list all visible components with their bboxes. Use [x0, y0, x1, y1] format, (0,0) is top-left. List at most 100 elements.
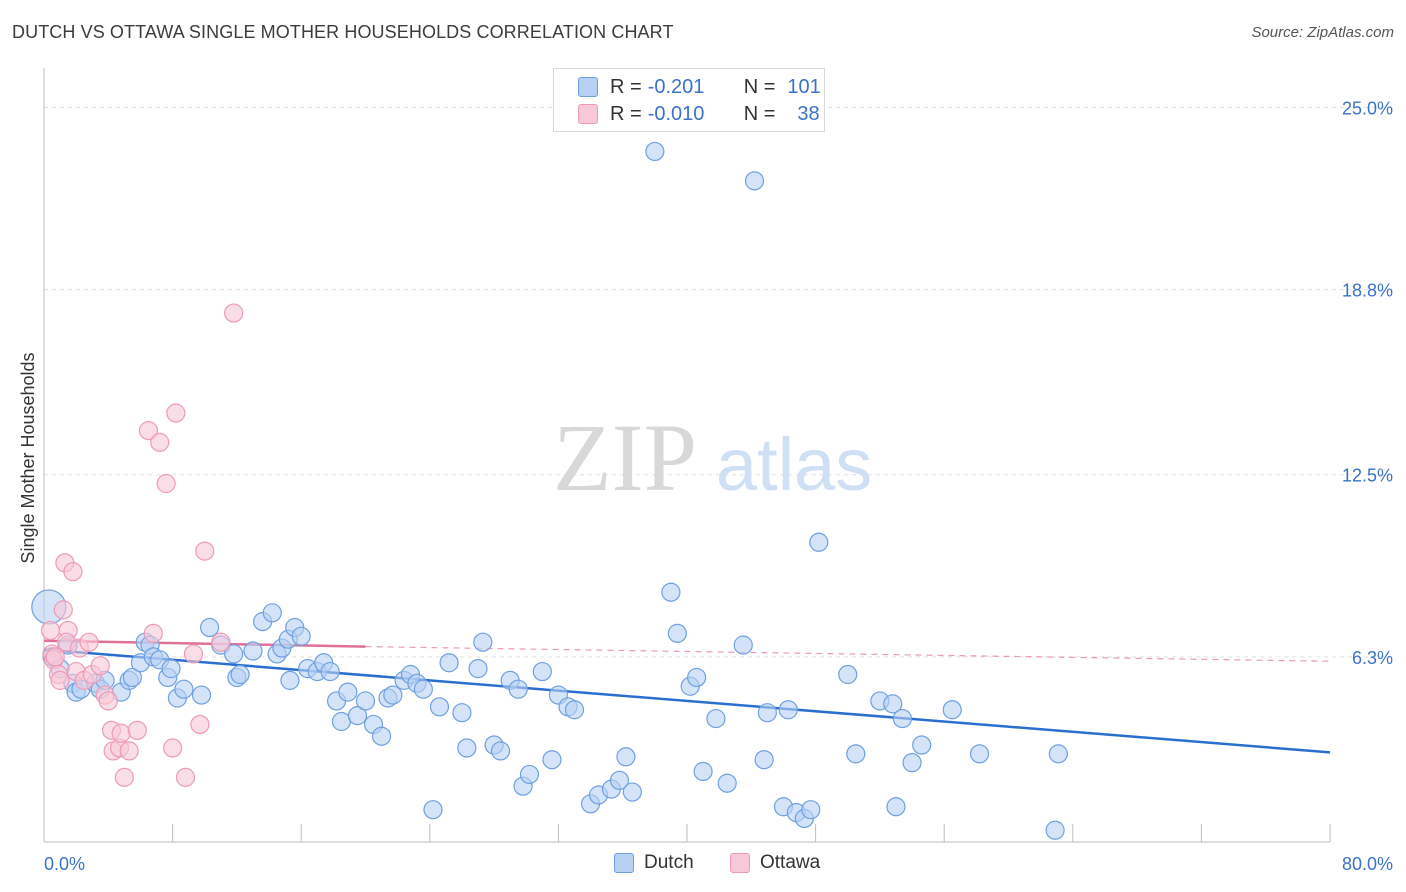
- ottawa-point: [50, 670, 70, 690]
- y-axis-label: Single Mother Households: [18, 352, 38, 563]
- dutch-point: [969, 744, 990, 764]
- y-tick-label: 18.8%: [1342, 281, 1393, 301]
- dutch-point: [717, 773, 737, 793]
- dutch-trendline: [43, 648, 1331, 754]
- ottawa-point: [111, 723, 131, 743]
- dutch-point: [883, 694, 903, 714]
- ottawa-point: [119, 741, 139, 761]
- y-tick-label: 12.5%: [1342, 466, 1393, 486]
- dutch-point: [846, 744, 866, 764]
- ottawa-point: [53, 600, 73, 620]
- dutch-point: [230, 664, 250, 685]
- dutch-point: [902, 753, 922, 773]
- ottawa-point: [138, 421, 159, 441]
- dutch-point: [280, 670, 300, 690]
- dutch-point: [532, 661, 552, 682]
- dutch-point: [413, 679, 433, 699]
- series-swatch-dutch: [614, 853, 634, 873]
- dutch-point: [754, 750, 774, 770]
- dutch-point: [886, 797, 906, 817]
- dutch-point: [706, 708, 726, 729]
- watermark-atlas: atlas: [716, 423, 872, 506]
- dutch-point: [801, 800, 821, 820]
- ottawa-point: [190, 714, 210, 735]
- dutch-point: [347, 706, 368, 726]
- legend-row-ottawa: R = -0.010 N = 38: [578, 102, 820, 126]
- ottawa-point: [127, 720, 147, 740]
- ottawa-point: [40, 620, 61, 641]
- dutch-point: [519, 764, 540, 785]
- dutch-point: [912, 735, 932, 755]
- ottawa-point: [90, 656, 110, 676]
- dutch-point: [457, 738, 477, 758]
- ottawa-point: [45, 647, 65, 667]
- ottawa-point: [224, 303, 244, 323]
- series-legend-ottawa: Ottawa: [730, 852, 820, 874]
- legend-n-label: N =: [743, 102, 776, 125]
- dutch-point: [371, 726, 392, 746]
- dutch-point: [733, 635, 753, 655]
- dutch-point: [429, 697, 450, 717]
- ottawa-point: [156, 473, 176, 494]
- dutch-point: [744, 171, 765, 191]
- legend-r-label: R =: [610, 102, 642, 125]
- dutch-point: [439, 653, 459, 673]
- legend-n-value: 38: [797, 102, 820, 125]
- dutch-point: [1048, 744, 1068, 764]
- dutch-point: [338, 682, 358, 702]
- dutch-point: [757, 703, 777, 723]
- tick-labels: 6.3% 12.5% 18.8% 25.0% 0.0% 80.0%: [44, 98, 1393, 874]
- dutch-point: [942, 700, 962, 720]
- ottawa-point: [150, 432, 170, 452]
- ottawa-point: [211, 632, 231, 652]
- x-tick-label: 80.0%: [1342, 854, 1393, 874]
- dutch-point: [564, 700, 585, 720]
- dutch-point: [383, 685, 403, 705]
- chart-title: DUTCH VS OTTAWA SINGLE MOTHER HOUSEHOLDS…: [12, 22, 674, 42]
- y-tick-label: 6.3%: [1352, 648, 1393, 668]
- dutch-point: [661, 582, 681, 602]
- dutch-point: [809, 532, 829, 552]
- dutch-point: [122, 667, 143, 688]
- ottawa-point: [166, 403, 186, 423]
- dutch-point: [291, 626, 311, 646]
- dutch-point: [645, 141, 665, 162]
- legend-n-value: 101: [787, 75, 821, 98]
- ottawa-point: [163, 738, 183, 758]
- x-tick-label: 0.0%: [44, 854, 85, 874]
- dutch-point: [508, 679, 528, 699]
- dutch-point: [355, 691, 376, 711]
- dutch-point: [838, 664, 858, 685]
- ottawa-point: [63, 562, 83, 582]
- data-points: [31, 141, 1068, 840]
- ottawa-point: [114, 767, 134, 787]
- dutch-point: [468, 659, 488, 679]
- ottawa-point: [143, 623, 163, 643]
- dutch-point: [174, 679, 194, 699]
- dutch-point: [609, 770, 630, 790]
- dutch-point: [161, 659, 181, 679]
- legend-n-label: N =: [743, 75, 776, 98]
- dutch-point: [452, 703, 472, 723]
- dutch-point: [191, 685, 212, 705]
- ottawa-trendline-extension: [365, 645, 1331, 662]
- series-label-dutch: Dutch: [644, 852, 694, 873]
- dutch-point: [616, 747, 636, 767]
- dutch-point: [1045, 820, 1065, 840]
- dutch-point: [423, 800, 443, 820]
- dutch-point: [224, 644, 244, 664]
- watermark-zip: ZIP: [553, 404, 697, 511]
- chart-source: Source: ZipAtlas.com: [1251, 24, 1394, 41]
- axes: [43, 68, 1331, 843]
- legend-r-label: R =: [610, 75, 642, 98]
- series-swatch-ottawa: [730, 853, 750, 873]
- dutch-point: [622, 782, 642, 802]
- dutch-point: [320, 661, 340, 682]
- dutch-point: [331, 711, 351, 732]
- dutch-point: [199, 617, 220, 638]
- dutch-point: [693, 761, 713, 782]
- dutch-point: [667, 623, 687, 643]
- dutch-point: [542, 750, 562, 770]
- watermark: ZIP atlas: [553, 404, 872, 511]
